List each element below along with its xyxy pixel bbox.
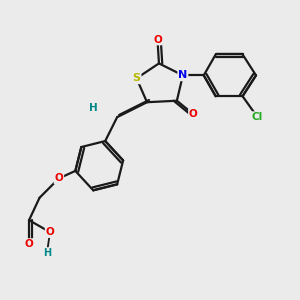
- Text: H: H: [43, 248, 51, 258]
- Text: O: O: [189, 109, 198, 119]
- Text: S: S: [133, 73, 141, 83]
- Text: O: O: [153, 34, 162, 44]
- Text: Cl: Cl: [252, 112, 263, 122]
- Text: O: O: [55, 173, 63, 183]
- Text: O: O: [25, 239, 33, 249]
- Text: O: O: [46, 227, 54, 237]
- Text: H: H: [89, 103, 98, 113]
- Text: N: N: [178, 70, 188, 80]
